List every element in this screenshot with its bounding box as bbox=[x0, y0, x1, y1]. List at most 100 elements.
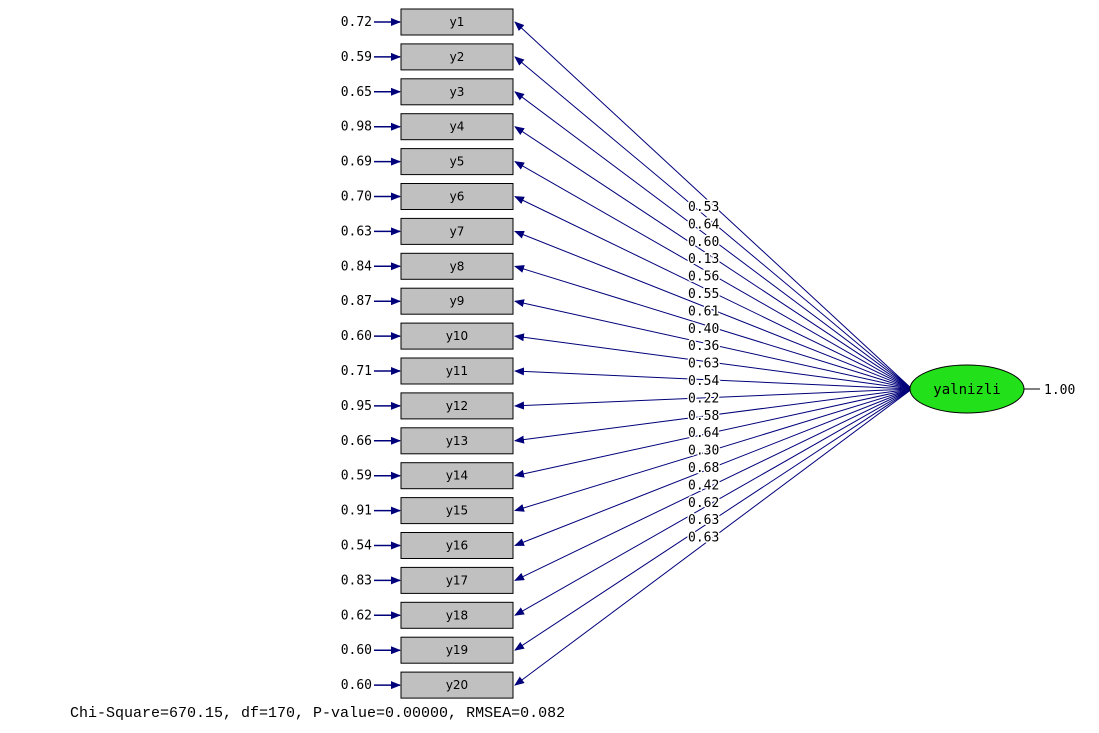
latent-variable: yalnizli 1.00 bbox=[909, 364, 1075, 414]
indicator-label: y12 bbox=[446, 399, 468, 413]
error-variance: 0.60 bbox=[341, 643, 372, 658]
loading-arrow bbox=[514, 388, 913, 581]
indicator-box bbox=[400, 392, 514, 420]
indicator-box bbox=[400, 357, 514, 385]
error-variance: 0.70 bbox=[341, 190, 372, 205]
loading-arrow bbox=[514, 21, 913, 390]
error-variance: 0.62 bbox=[341, 608, 372, 623]
latent-variance: 1.00 bbox=[1044, 383, 1075, 398]
indicator-label: y3 bbox=[450, 85, 465, 99]
error-variance: 0.69 bbox=[341, 155, 372, 170]
indicator-box bbox=[400, 671, 514, 699]
loading-value: 0.58 bbox=[688, 409, 719, 424]
indicator-box bbox=[400, 43, 514, 71]
loading-value: 0.13 bbox=[688, 252, 719, 267]
indicator-label: y15 bbox=[446, 504, 468, 518]
indicator-y10: y10 bbox=[400, 322, 514, 350]
indicator-y1: y1 bbox=[400, 8, 514, 36]
error-variance: 0.60 bbox=[341, 329, 372, 344]
loading-value: 0.36 bbox=[688, 339, 719, 354]
indicator-label: y17 bbox=[446, 573, 468, 587]
loading-value: 0.56 bbox=[688, 270, 719, 285]
indicator-box bbox=[400, 532, 514, 559]
loading-value: 0.42 bbox=[688, 478, 719, 493]
loading-arrow bbox=[514, 388, 913, 444]
indicator-box bbox=[400, 217, 514, 245]
indicator-boxes: y1 y2 y3 y4 y5 y6 y7 y8 y9 y10 y11 y12 y13 y14 y15 y16 y… bbox=[400, 8, 514, 699]
indicator-y15: y15 bbox=[400, 497, 514, 525]
loading-arrow bbox=[514, 388, 913, 478]
loading-arrow bbox=[514, 388, 913, 546]
loading-value: 0.54 bbox=[688, 374, 719, 389]
loading-paths bbox=[514, 21, 913, 686]
loading-value: 0.64 bbox=[688, 426, 719, 441]
loading-arrow bbox=[514, 126, 913, 390]
loading-arrow bbox=[514, 56, 913, 390]
error-variance: 0.83 bbox=[341, 573, 372, 588]
indicator-y4: y4 bbox=[400, 113, 514, 141]
indicator-box bbox=[400, 287, 514, 315]
error-variance: 0.65 bbox=[341, 85, 372, 100]
fit-statistics: Chi-Square=670.15, df=170, P-value=0.000… bbox=[70, 705, 566, 722]
loading-arrow bbox=[514, 388, 913, 616]
indicator-box bbox=[400, 427, 514, 455]
indicator-box bbox=[400, 636, 514, 664]
indicator-label: y10 bbox=[446, 329, 468, 343]
error-variance: 0.72 bbox=[341, 15, 372, 30]
indicator-y12: y12 bbox=[400, 392, 514, 420]
indicator-label: y2 bbox=[450, 50, 465, 64]
indicator-label: y20 bbox=[446, 678, 468, 692]
indicator-y14: y14 bbox=[400, 462, 514, 490]
loading-arrow bbox=[514, 299, 913, 390]
indicator-box bbox=[400, 8, 514, 36]
error-variance: 0.59 bbox=[341, 469, 372, 484]
indicator-label: y5 bbox=[450, 155, 465, 169]
loading-arrow bbox=[514, 388, 913, 651]
error-variance: 0.60 bbox=[341, 678, 372, 693]
indicator-y11: y11 bbox=[400, 357, 514, 385]
loading-arrow bbox=[514, 265, 913, 390]
loading-value: 0.60 bbox=[688, 235, 719, 250]
loading-labels: 0.53 0.64 0.60 0.13 0.56 0.55 0.61 0.40 0.36 0.63… bbox=[687, 199, 721, 548]
loading-arrow bbox=[514, 230, 913, 390]
indicator-label: y7 bbox=[450, 224, 465, 238]
indicator-label: y18 bbox=[446, 608, 468, 622]
indicator-box bbox=[400, 322, 514, 350]
error-terms: 0.72 0.59 0.65 0.98 0.69 0.70 0.63 0.84 0.87 0.60… bbox=[341, 15, 401, 693]
indicator-label: y14 bbox=[446, 469, 468, 483]
error-variance: 0.54 bbox=[341, 539, 372, 554]
loading-arrow bbox=[514, 388, 913, 410]
error-variance: 0.87 bbox=[341, 294, 372, 309]
indicator-y17: y17 bbox=[400, 566, 514, 594]
indicator-box bbox=[400, 113, 514, 141]
error-variance: 0.71 bbox=[341, 364, 372, 379]
indicator-label: y9 bbox=[450, 294, 465, 308]
indicator-box bbox=[400, 462, 514, 490]
loading-value: 0.68 bbox=[688, 461, 719, 476]
loading-arrow bbox=[514, 91, 913, 390]
loading-value: 0.63 bbox=[688, 531, 719, 546]
error-variance: 0.95 bbox=[341, 399, 372, 414]
indicator-box bbox=[400, 601, 514, 629]
indicator-y20: y20 bbox=[400, 671, 514, 699]
indicator-label: y1 bbox=[450, 15, 465, 29]
loading-arrow bbox=[514, 196, 913, 390]
indicator-y13: y13 bbox=[400, 427, 514, 455]
loading-value: 0.22 bbox=[688, 391, 719, 406]
indicator-y6: y6 bbox=[400, 183, 514, 210]
indicator-y18: y18 bbox=[400, 601, 514, 629]
error-variance: 0.98 bbox=[341, 120, 372, 135]
loading-value: 0.53 bbox=[688, 200, 719, 215]
indicator-y16: y16 bbox=[400, 532, 514, 559]
indicator-y3: y3 bbox=[400, 78, 514, 106]
indicator-label: y6 bbox=[450, 190, 465, 204]
loading-value: 0.61 bbox=[688, 304, 719, 319]
indicator-box bbox=[400, 78, 514, 106]
loading-value: 0.63 bbox=[688, 357, 719, 372]
indicator-box bbox=[400, 497, 514, 525]
indicator-label: y19 bbox=[446, 643, 468, 657]
indicator-y8: y8 bbox=[400, 252, 514, 280]
indicator-box bbox=[400, 183, 514, 210]
loading-arrow bbox=[514, 161, 913, 390]
